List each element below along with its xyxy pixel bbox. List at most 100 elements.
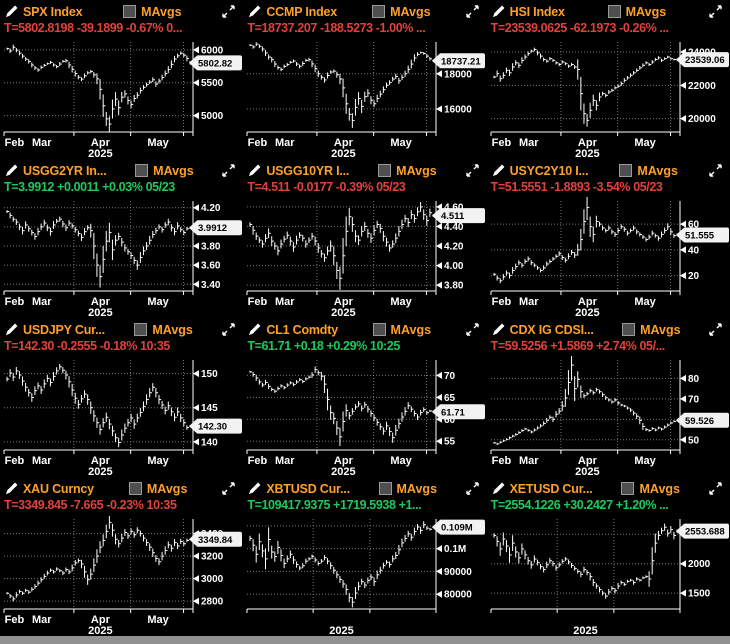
mavgs-label[interactable]: MAvgs: [640, 322, 681, 337]
mavgs-checkbox[interactable]: [619, 164, 633, 177]
ticker-label[interactable]: USGG2YR In...: [23, 163, 107, 178]
mavgs-label[interactable]: MAvgs: [390, 4, 431, 19]
svg-text:4.60: 4.60: [444, 202, 464, 213]
edit-pencil-icon[interactable]: [5, 482, 18, 495]
edit-pencil-icon[interactable]: [5, 323, 18, 336]
panel-header: CCMP Index MAvgs: [243, 0, 486, 20]
mavgs-label[interactable]: MAvgs: [390, 322, 432, 337]
mavgs-label[interactable]: MAvgs: [396, 481, 438, 496]
quote-line: T=142.30 -0.2555 -0.18% 10:35: [4, 339, 170, 353]
svg-text:Apr: Apr: [91, 296, 111, 308]
ticker-label[interactable]: XAU Curncy: [23, 481, 94, 496]
expand-icon[interactable]: [709, 482, 722, 495]
ticker-label[interactable]: SPX Index: [23, 4, 83, 19]
quote-line: T=23539.0625 -62.1973 -0.26% ...: [490, 21, 669, 35]
panel-header: XBTUSD Cur... MAvgs: [243, 477, 486, 497]
svg-text:May: May: [634, 137, 656, 149]
ticker-label[interactable]: CL1 Comdty: [266, 322, 338, 337]
mavgs-checkbox[interactable]: [607, 5, 621, 18]
expand-icon[interactable]: [465, 164, 479, 177]
mavgs-label[interactable]: MAvgs: [146, 481, 188, 496]
svg-text:2025: 2025: [575, 307, 599, 318]
svg-text:Mar: Mar: [519, 296, 539, 308]
edit-pencil-icon[interactable]: [248, 482, 261, 495]
expand-icon[interactable]: [222, 5, 236, 18]
expand-icon[interactable]: [465, 482, 479, 495]
svg-text:50: 50: [688, 435, 700, 446]
edit-pencil-icon[interactable]: [492, 5, 505, 18]
svg-text:80000: 80000: [444, 590, 472, 601]
ticker-label[interactable]: USGG10YR I...: [266, 163, 350, 178]
panel-header: USGG10YR I... MAvgs: [243, 159, 486, 179]
mavgs-label[interactable]: MAvgs: [625, 4, 667, 19]
mavgs-checkbox[interactable]: [123, 5, 137, 18]
expand-icon[interactable]: [222, 164, 236, 177]
edit-pencil-icon[interactable]: [5, 5, 18, 18]
mavgs-checkbox[interactable]: [135, 164, 149, 177]
svg-text:2025: 2025: [575, 148, 599, 159]
expand-icon[interactable]: [709, 164, 722, 177]
price-plot[interactable]: 60 40 20 51.555 Feb Mar Apr May 2025: [487, 194, 730, 318]
mavgs-label[interactable]: MAvgs: [639, 481, 680, 496]
price-plot[interactable]: 70 65 60 55 61.71 Feb Mar Apr May 2025: [243, 356, 486, 477]
panel-header: USGG2YR In... MAvgs: [0, 159, 243, 179]
mavgs-label[interactable]: MAvgs: [152, 322, 193, 337]
ticker-label[interactable]: HSI Index: [509, 4, 565, 19]
chart-panel-xetusd: XETUSD Cur... MAvgs T=2554.1226 +30.2427…: [487, 477, 730, 636]
price-plot[interactable]: 150 145 140 142.30 Feb Mar Apr May 2025: [0, 356, 243, 477]
edit-pencil-icon[interactable]: [248, 5, 261, 18]
ticker-label[interactable]: XETUSD Cur...: [509, 481, 593, 496]
svg-text:May: May: [391, 137, 413, 149]
chart-panel-cl1: CL1 Comdty MAvgs T=61.71 +0.18 +0.29% 10…: [243, 318, 486, 477]
edit-pencil-icon[interactable]: [248, 164, 261, 177]
svg-text:2025: 2025: [573, 625, 597, 636]
ticker-label[interactable]: CDX IG CDSI...: [509, 322, 594, 337]
mavgs-checkbox[interactable]: [378, 164, 392, 177]
mavgs-checkbox[interactable]: [621, 482, 635, 495]
ticker-label[interactable]: CCMP Index: [266, 4, 338, 19]
mavgs-label[interactable]: MAvgs: [637, 163, 678, 178]
mavgs-checkbox[interactable]: [622, 323, 636, 336]
quote-line: T=3.9912 +0.0011 +0.03% 05/23: [4, 180, 175, 194]
mavgs-checkbox[interactable]: [372, 5, 386, 18]
expand-icon[interactable]: [709, 5, 722, 18]
price-plot[interactable]: 18000 16000 18737.21 Feb Mar Apr May 2025: [243, 38, 486, 159]
expand-icon[interactable]: [222, 323, 236, 336]
mavgs-label[interactable]: MAvgs: [396, 163, 437, 178]
edit-pencil-icon[interactable]: [5, 164, 18, 177]
price-plot[interactable]: 4.60 4.40 4.20 4.00 3.80 4.511 Feb Mar Apr May 202…: [243, 197, 486, 318]
svg-text:May: May: [634, 455, 656, 467]
svg-text:6000: 6000: [201, 45, 224, 56]
mavgs-label[interactable]: MAvgs: [141, 4, 182, 19]
expand-icon[interactable]: [465, 5, 479, 18]
ticker-label[interactable]: USYC2Y10 I...: [509, 163, 589, 178]
mavgs-checkbox[interactable]: [134, 323, 148, 336]
edit-pencil-icon[interactable]: [492, 323, 505, 336]
ticker-label[interactable]: XBTUSD Cur...: [266, 481, 350, 496]
edit-pencil-icon[interactable]: [492, 164, 505, 177]
edit-pencil-icon[interactable]: [248, 323, 261, 336]
quote-line: T=61.71 +0.18 +0.29% 10:25: [247, 339, 400, 353]
mavgs-label[interactable]: MAvgs: [153, 163, 194, 178]
price-plot[interactable]: 6000 5500 5000 5802.82 Feb Mar Apr May 2025: [0, 38, 243, 159]
ticker-label[interactable]: USDJPY Cur...: [23, 322, 105, 337]
chart-panel-usgg10yr: USGG10YR I... MAvgs T=4.511 -0.0177 -0.3…: [243, 159, 486, 318]
expand-icon[interactable]: [222, 482, 236, 495]
expand-icon[interactable]: [465, 323, 479, 336]
mavgs-checkbox[interactable]: [372, 323, 386, 336]
svg-text:70: 70: [688, 394, 700, 405]
expand-icon[interactable]: [709, 323, 722, 336]
edit-pencil-icon[interactable]: [492, 482, 505, 495]
mavgs-checkbox[interactable]: [378, 482, 392, 495]
quote-line: T=18737.207 -188.5273 -1.00% ...: [247, 21, 426, 35]
mavgs-checkbox[interactable]: [128, 482, 142, 495]
price-plot[interactable]: 0.1M 90000 80000 0.109M 2025: [243, 515, 486, 636]
price-plot[interactable]: 4.204.003.803.603.403.9912FebMarAprMay20…: [0, 197, 243, 318]
svg-text:May: May: [147, 137, 169, 149]
quote-line: T=51.5551 -1.8893 -3.54% 05/23: [490, 180, 663, 194]
svg-text:51.555: 51.555: [685, 230, 715, 241]
